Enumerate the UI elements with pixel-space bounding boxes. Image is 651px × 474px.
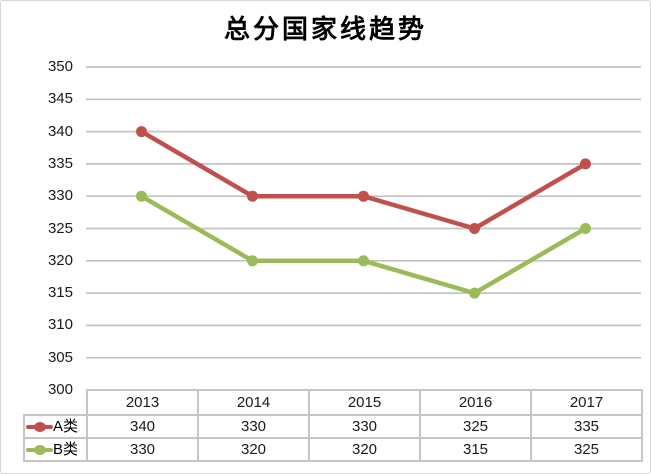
- series-a-label: A类: [53, 417, 79, 435]
- series-b-value: 330: [86, 437, 199, 462]
- year-header: 2017: [530, 389, 643, 416]
- series-b-value: 320: [308, 437, 421, 462]
- y-axis-tick-label: 305: [47, 348, 73, 366]
- series-a-value: 330: [308, 414, 421, 439]
- y-axis-tick-label: 340: [47, 122, 73, 140]
- year-header: 2013: [86, 389, 199, 416]
- y-axis-tick-label: 310: [47, 316, 73, 334]
- legend-cell-a: A类: [23, 414, 88, 439]
- series-a-value: 335: [530, 414, 643, 439]
- y-axis-tick-label: 325: [47, 219, 73, 237]
- series-a-value: 325: [419, 414, 532, 439]
- series-b-line-marker-icon: [26, 444, 53, 455]
- table-row-series-b: B类 330 320 320 315 325: [23, 437, 643, 462]
- table-row-series-a: A类 340 330 330 325 335: [23, 414, 643, 439]
- series-b-value: 325: [530, 437, 643, 462]
- y-axis-tick-label: 335: [47, 154, 73, 172]
- year-header: 2015: [308, 389, 421, 416]
- y-axis-tick-label: 345: [47, 90, 73, 108]
- y-axis-tick-label: 300: [47, 381, 73, 398]
- series-a-value: 330: [197, 414, 310, 439]
- series-b-label: B类: [53, 440, 79, 458]
- table-header-row: 2013 2014 2015 2016 2017: [24, 389, 643, 416]
- y-axis-tick-label: 350: [47, 58, 73, 75]
- year-header: 2014: [197, 389, 310, 416]
- series-a-value: 340: [86, 414, 199, 439]
- data-table: 2013 2014 2015 2016 2017 A类 340 330 330 …: [23, 389, 643, 462]
- y-axis-tick-label: 315: [47, 284, 73, 302]
- series-b-value: 315: [419, 437, 532, 462]
- y-axis-tick-label: 330: [47, 187, 73, 205]
- year-header: 2016: [419, 389, 532, 416]
- legend-cell-b: B类: [23, 437, 88, 462]
- series-b-value: 320: [197, 437, 310, 462]
- y-axis-tick-label: 320: [47, 251, 73, 269]
- chart-title: 总分国家线趋势: [223, 14, 427, 44]
- series-a-line-marker-icon: [26, 421, 53, 432]
